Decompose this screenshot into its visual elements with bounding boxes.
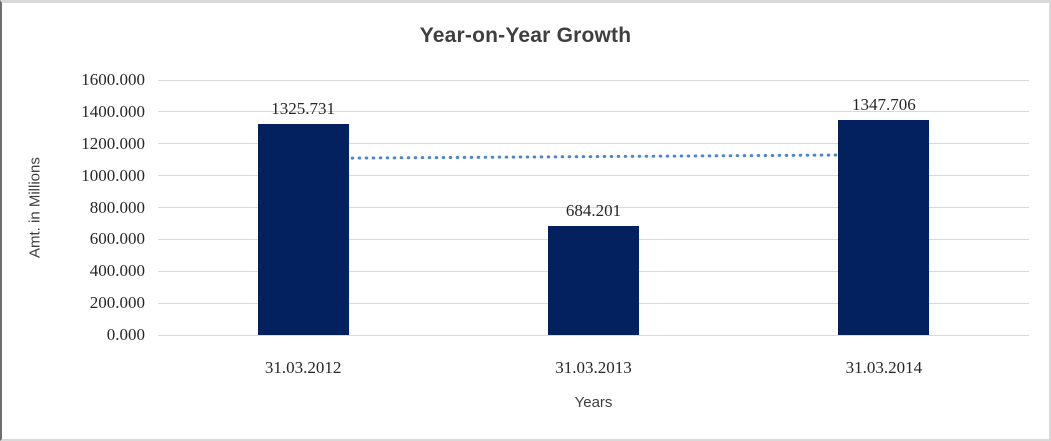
y-tick-label: 0.000 xyxy=(106,325,145,344)
y-tick-label: 1600.000 xyxy=(81,70,145,89)
plot-area: 1325.731 684.201 1347.706 xyxy=(158,79,1029,336)
y-tick-label: 1200.000 xyxy=(81,133,145,153)
bar xyxy=(257,123,349,335)
gridline xyxy=(158,111,1029,113)
trendline xyxy=(301,153,886,160)
gridline xyxy=(158,143,1029,145)
chart-title: Year-on-Year Growth xyxy=(419,24,632,47)
y-tick-label: 600.000 xyxy=(89,229,145,249)
x-tick-label: 31.03.2012 xyxy=(264,358,342,377)
x-tick-label: 31.03.2013 xyxy=(555,358,632,377)
bar-value-label: 1325.731 xyxy=(271,98,336,118)
y-tick-label: 1400.000 xyxy=(81,101,145,121)
bar-value-label: 684.201 xyxy=(565,200,622,220)
gridline xyxy=(158,79,1029,81)
bar xyxy=(548,225,639,335)
bar xyxy=(838,120,930,335)
y-tick-label: 400.000 xyxy=(89,261,145,281)
y-tick-label: 1000.000 xyxy=(81,165,145,185)
gridline xyxy=(158,334,1029,336)
gridline xyxy=(158,207,1029,208)
bar-value-label: 1347.706 xyxy=(851,95,916,115)
x-axis-title: Years xyxy=(574,394,613,411)
gridline xyxy=(158,175,1029,177)
y-tick-label: 200.000 xyxy=(89,293,145,313)
y-tick-label: 800.000 xyxy=(89,197,145,217)
x-tick-label: 31.03.2014 xyxy=(845,358,923,377)
